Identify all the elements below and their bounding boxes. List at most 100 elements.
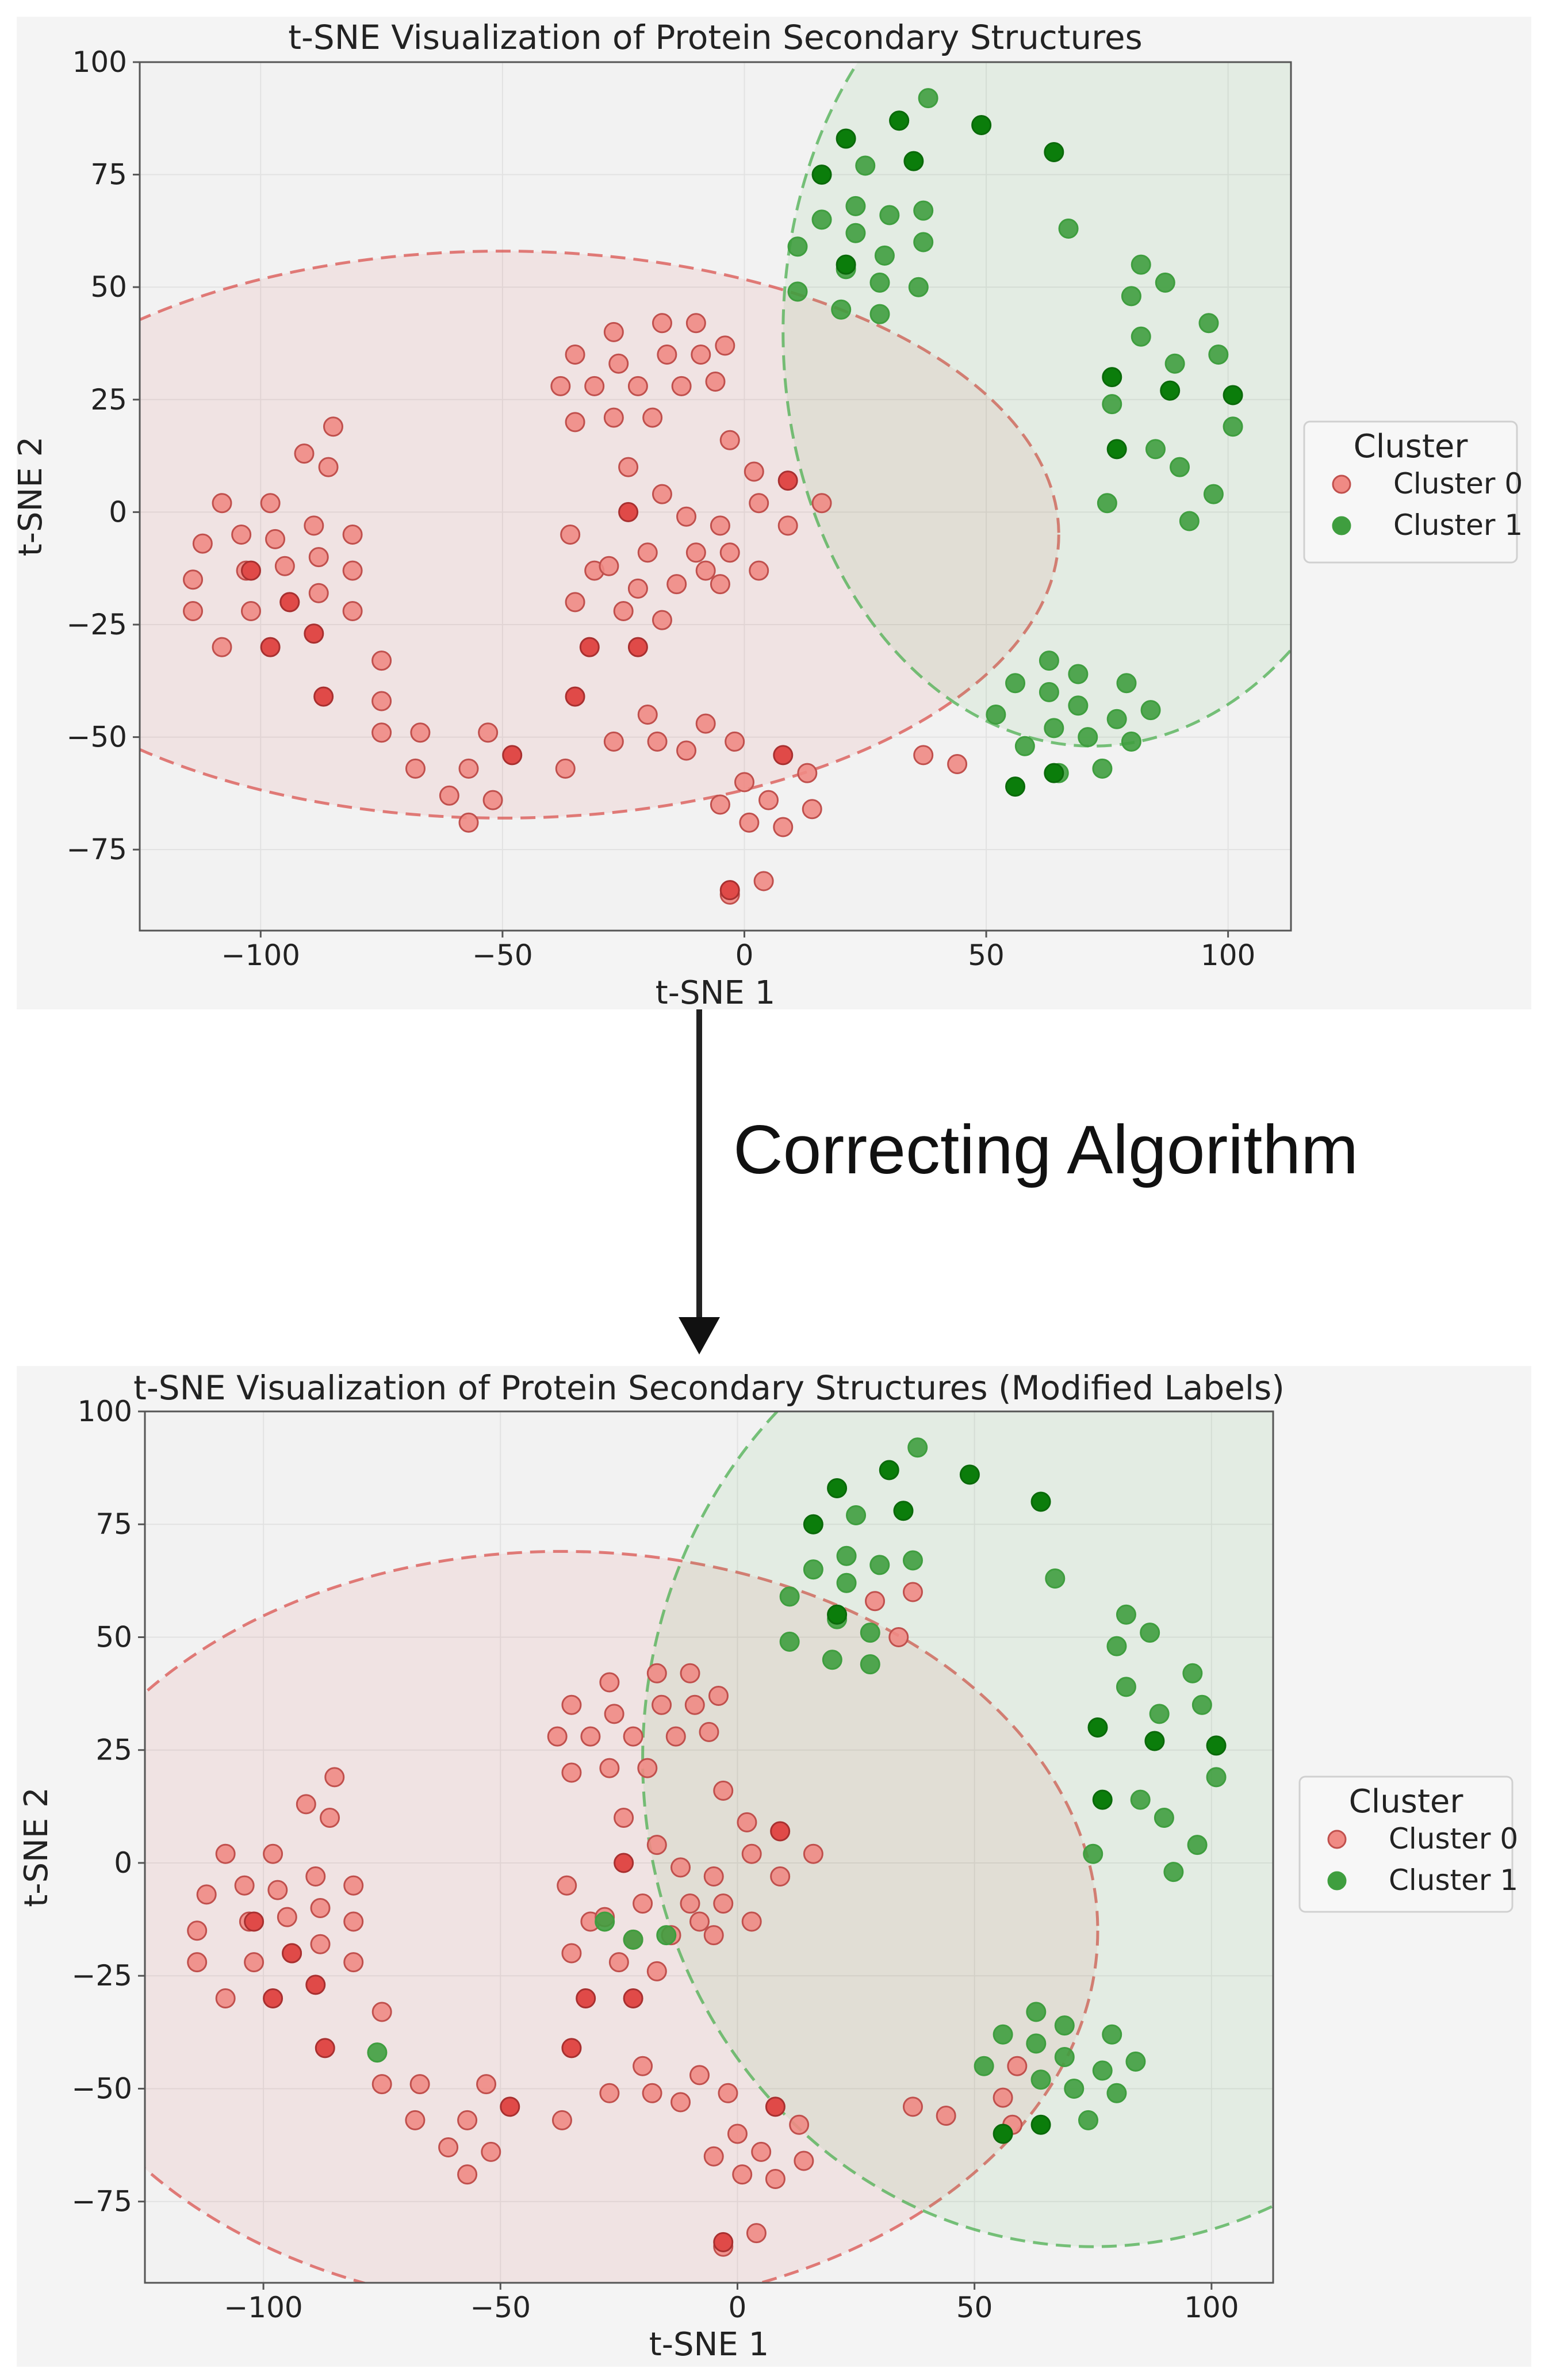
cluster-1-point	[787, 236, 808, 257]
cluster-0-point	[627, 376, 648, 396]
cluster-1-point	[959, 1464, 980, 1485]
cluster-0-point	[405, 2110, 426, 2130]
cluster-0-point	[647, 731, 668, 752]
cluster-0-point	[719, 542, 740, 563]
cluster-0-point	[749, 560, 769, 581]
cluster-0-point	[550, 376, 571, 396]
cluster-0-point	[749, 493, 769, 514]
cluster-0-point	[439, 785, 459, 806]
cluster-0-point	[260, 493, 281, 514]
cluster-1-point	[1058, 218, 1079, 239]
x-tick-label: −50	[472, 939, 533, 972]
cluster-0-point	[502, 745, 523, 766]
cluster-0-point	[614, 1807, 634, 1828]
cluster-1-point	[918, 88, 938, 109]
cluster-0-point	[599, 2083, 620, 2103]
cluster-0-point	[614, 1853, 634, 1873]
cluster-0-point	[565, 412, 585, 433]
y-tick-label: 75	[95, 1507, 132, 1541]
cluster-1-point	[822, 1650, 842, 1670]
cluster-1-point	[367, 2042, 388, 2063]
cluster-0-point	[409, 2074, 430, 2095]
cluster-0-point	[263, 1988, 283, 2008]
cluster-0-point	[902, 2096, 923, 2117]
cluster-1-point	[1144, 1731, 1165, 1751]
cluster-1-point	[889, 110, 910, 131]
cluster-1-point	[836, 1545, 857, 1566]
cluster-0-point	[547, 1726, 568, 1747]
cluster-0-point	[710, 794, 730, 815]
cluster-1-point	[1045, 1568, 1066, 1589]
cluster-1-point	[811, 209, 832, 230]
cluster-1-point	[845, 196, 866, 216]
x-tick-label: −50	[470, 2291, 531, 2324]
cluster-0-point	[705, 371, 726, 392]
cluster-1-point	[860, 1623, 880, 1643]
cluster-1-point	[993, 2123, 1013, 2144]
cluster-1-point	[779, 1631, 800, 1652]
cluster-1-point	[971, 115, 992, 136]
cluster-0-point	[457, 2110, 478, 2130]
y-tick-label: 25	[95, 1734, 132, 1767]
y-tick-label: 50	[95, 1620, 132, 1654]
cluster-0-point	[770, 1866, 791, 1887]
cluster-0-point	[599, 556, 619, 576]
cluster-1-point	[993, 2024, 1013, 2045]
cluster-0-point	[773, 745, 794, 766]
legend-label-cluster-1: Cluster 1	[1389, 1864, 1518, 1897]
cluster-0-point	[777, 515, 798, 536]
cluster-1-point	[1223, 416, 1243, 437]
cluster-0-point	[642, 407, 663, 428]
cluster-0-point	[212, 493, 232, 514]
cluster-1-point	[831, 299, 852, 320]
legend-label-cluster-1: Cluster 1	[1393, 508, 1523, 542]
cluster-1-point	[1030, 2069, 1051, 2090]
cluster-0-point	[646, 1961, 667, 1981]
cluster-0-point	[797, 763, 818, 783]
cluster-0-point	[310, 1934, 331, 1954]
legend-marker-cluster-0	[1332, 475, 1351, 494]
cluster-1-point	[827, 1478, 848, 1498]
cluster-0-point	[371, 722, 392, 743]
cluster-0-point	[343, 1952, 364, 1973]
chart-title: t-SNE Visualization of Protein Secondary…	[288, 18, 1142, 57]
cluster-0-point	[689, 2065, 710, 2086]
cluster-1-point	[908, 277, 929, 297]
cluster-0-point	[741, 1843, 762, 1864]
cluster-0-point	[865, 1591, 886, 1612]
cluster-0-point	[713, 1893, 734, 1914]
cluster-0-point	[603, 731, 624, 752]
cluster-1-point	[1164, 353, 1185, 374]
cluster-1-point	[1130, 1789, 1151, 1810]
cluster-0-point	[342, 525, 363, 545]
cluster-1-point	[803, 1514, 823, 1535]
cluster-0-point	[244, 1952, 265, 1973]
cluster-1-point	[1005, 673, 1026, 694]
cluster-0-point	[565, 592, 585, 613]
y-tick-label: 0	[114, 1846, 132, 1880]
cluster-0-point	[715, 335, 735, 356]
cluster-0-point	[684, 1694, 705, 1715]
cluster-0-point	[1007, 2056, 1028, 2076]
cluster-1-point	[1102, 2024, 1122, 2045]
cluster-0-point	[947, 754, 968, 775]
cluster-0-point	[576, 1988, 596, 2008]
cluster-0-point	[725, 731, 745, 752]
cluster-1-point	[1064, 2078, 1085, 2099]
cluster-0-point	[773, 817, 794, 837]
cluster-0-point	[320, 1807, 340, 1828]
cluster-1-point	[1054, 2015, 1075, 2036]
cluster-1-point	[1131, 326, 1151, 347]
cluster-0-point	[670, 1857, 691, 1878]
cluster-0-point	[304, 515, 324, 536]
cluster-0-point	[310, 1897, 331, 1918]
cluster-0-point	[608, 353, 629, 374]
cluster-1-point	[1087, 1717, 1108, 1738]
cluster-1-point	[836, 1572, 857, 1593]
cluster-1-point	[860, 1654, 880, 1675]
cluster-0-point	[296, 1794, 316, 1815]
y-tick-label: −50	[71, 2072, 132, 2105]
cluster-0-point	[342, 560, 363, 581]
cluster-1-point	[869, 1555, 890, 1575]
cluster-0-point	[342, 601, 363, 622]
